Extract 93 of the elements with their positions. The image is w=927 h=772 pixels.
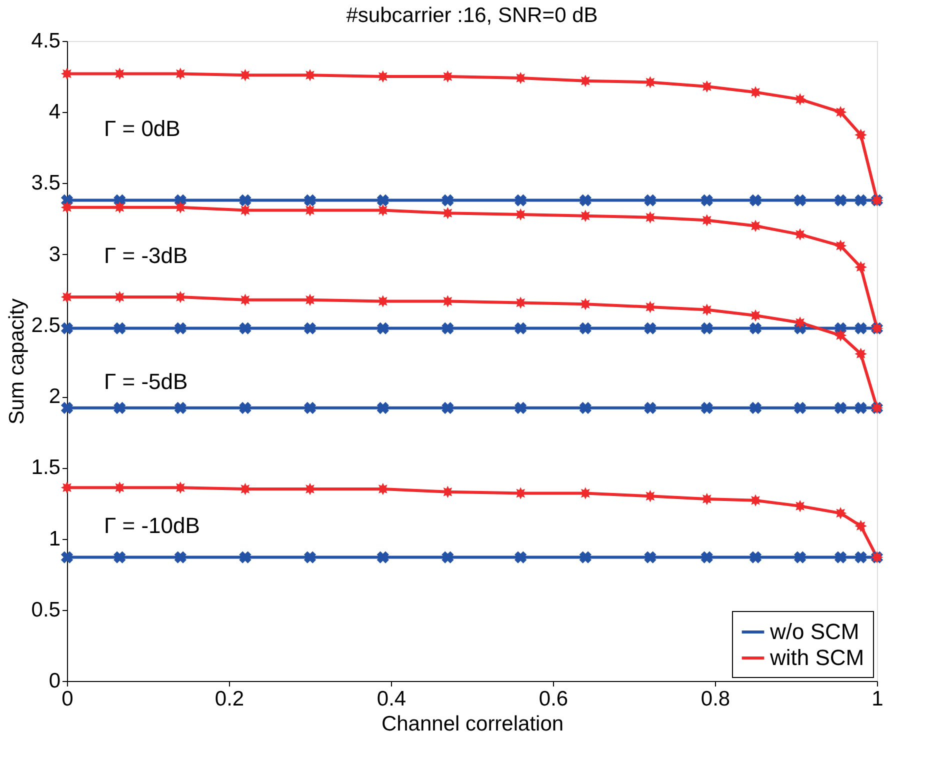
annotation: Γ = -10dB (104, 513, 200, 538)
x-tick-label: 0.6 (538, 688, 568, 710)
point (749, 402, 762, 414)
point (854, 348, 867, 360)
y-tick-label: 2.5 (31, 314, 60, 337)
point (854, 194, 867, 206)
point (304, 551, 316, 564)
y-tick-label: 1 (48, 527, 60, 550)
point (174, 402, 186, 414)
x-axis-title: Channel correlation (381, 712, 564, 736)
point (794, 228, 806, 241)
point (304, 322, 316, 334)
point (834, 507, 847, 520)
point (114, 551, 126, 564)
x-tick-label: 0.2 (214, 688, 244, 710)
point (114, 322, 126, 334)
y-axis-title: Sum capacity (5, 298, 28, 425)
point (239, 402, 252, 414)
point (442, 551, 454, 564)
point (749, 194, 762, 206)
y-tick-label: 4.5 (31, 30, 60, 52)
point (376, 322, 389, 334)
chart-title: #subcarrier :16, SNR=0 dB (346, 4, 598, 27)
point (442, 322, 454, 334)
y-tick-label: 0.5 (31, 598, 60, 622)
point (376, 402, 389, 414)
point (749, 220, 762, 232)
point (376, 194, 389, 206)
point (834, 551, 847, 564)
point (442, 402, 454, 414)
y-tick-label: 0 (48, 670, 60, 692)
legend-label: w/o SCM (769, 619, 860, 644)
legend-label: with SCM (769, 645, 864, 670)
point (834, 240, 847, 252)
x-tick-label: 1 (872, 688, 884, 710)
point (854, 128, 867, 141)
point (749, 322, 762, 334)
point (794, 316, 806, 329)
annotation: Γ = -3dB (104, 243, 188, 268)
point (239, 551, 252, 564)
point (239, 194, 252, 206)
point (114, 402, 126, 414)
point (700, 551, 713, 564)
point (834, 106, 847, 118)
point (442, 194, 454, 206)
point (60, 402, 74, 414)
point (579, 194, 592, 206)
point (514, 322, 527, 334)
y-tick-label: 3 (48, 242, 60, 266)
point (579, 402, 592, 414)
x-tick-label: 0.8 (700, 688, 730, 710)
point (854, 261, 867, 274)
point (174, 551, 186, 564)
annotation: Γ = -5dB (104, 369, 188, 394)
point (794, 551, 806, 564)
point (644, 551, 656, 564)
point (514, 551, 527, 564)
point (854, 322, 867, 334)
point (304, 194, 316, 206)
point (834, 194, 847, 206)
point (854, 551, 867, 564)
point (60, 322, 74, 334)
point (304, 402, 316, 414)
y-tick-label: 1.5 (31, 456, 60, 480)
annotation: Γ = 0dB (104, 116, 180, 141)
point (749, 551, 762, 564)
point (174, 322, 186, 334)
y-tick-label: 3.5 (31, 172, 60, 195)
point (749, 309, 762, 322)
point (854, 402, 867, 414)
point (700, 402, 713, 414)
point (700, 194, 713, 206)
point (60, 551, 74, 564)
point (794, 194, 806, 206)
point (579, 551, 592, 564)
point (834, 402, 847, 414)
point (644, 402, 656, 414)
x-tick-label: 0.4 (376, 688, 406, 710)
point (514, 194, 527, 206)
point (794, 402, 806, 414)
point (700, 322, 713, 334)
point (644, 322, 656, 334)
point (794, 93, 806, 106)
point (514, 402, 527, 414)
point (834, 329, 847, 342)
point (794, 500, 806, 512)
point (376, 551, 389, 564)
point (854, 520, 867, 532)
y-tick-label: 2 (48, 385, 60, 408)
y-tick-label: 4 (48, 100, 61, 124)
point (579, 322, 592, 334)
point (644, 194, 656, 206)
point (239, 322, 252, 334)
